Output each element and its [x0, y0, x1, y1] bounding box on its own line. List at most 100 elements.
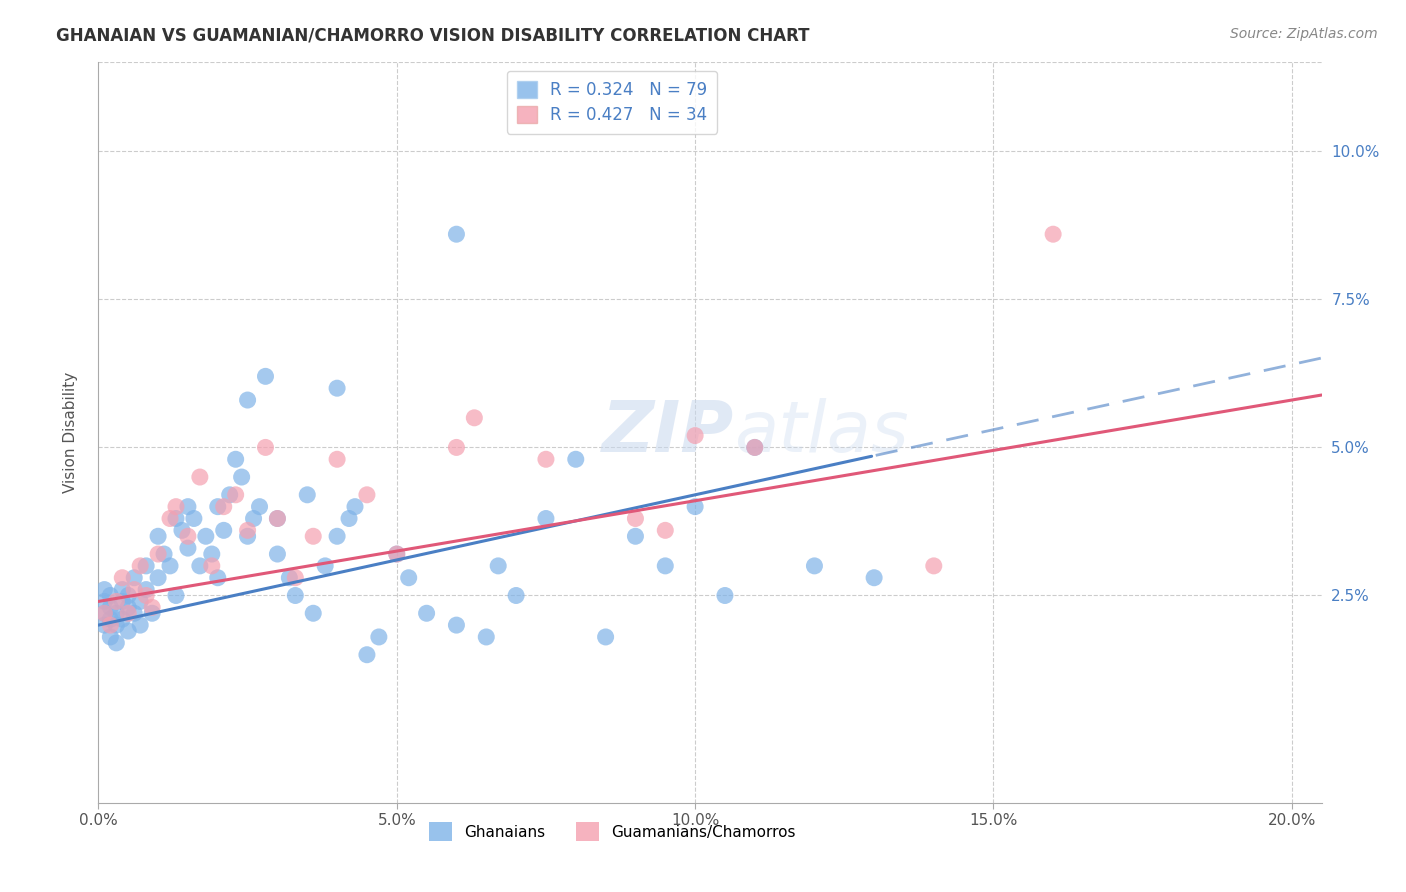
Point [326, 529, 349, 543]
Point [201, 547, 224, 561]
Point [201, 558, 224, 573]
Point [105, 594, 128, 608]
Point [177, 541, 200, 555]
Point [165, 589, 187, 603]
Point [356, 648, 378, 662]
Point [93, 607, 115, 621]
Point [356, 488, 378, 502]
Point [177, 529, 200, 543]
Point [153, 547, 176, 561]
Point [111, 612, 134, 626]
Point [93, 607, 115, 621]
Point [863, 571, 886, 585]
Point [93, 594, 115, 608]
Point [129, 618, 152, 632]
Point [98, 589, 121, 603]
Point [225, 452, 247, 467]
Point [207, 500, 229, 514]
Point [326, 381, 349, 395]
Point [105, 636, 128, 650]
Point [446, 618, 468, 632]
Point [111, 594, 134, 608]
Point [463, 410, 485, 425]
Point [129, 594, 152, 608]
Text: GHANAIAN VS GUAMANIAN/CHAMORRO VISION DISABILITY CORRELATION CHART: GHANAIAN VS GUAMANIAN/CHAMORRO VISION DI… [56, 27, 810, 45]
Point [105, 607, 128, 621]
Point [534, 452, 557, 467]
Point [683, 500, 706, 514]
Point [415, 607, 437, 621]
Point [302, 529, 325, 543]
Point [141, 607, 163, 621]
Point [385, 547, 408, 561]
Point [236, 529, 259, 543]
Point [714, 589, 737, 603]
Point [254, 369, 277, 384]
Point [326, 452, 349, 467]
Point [170, 524, 193, 538]
Point [212, 524, 235, 538]
Point [93, 582, 115, 597]
Point [254, 441, 277, 455]
Point [242, 511, 264, 525]
Point [98, 618, 121, 632]
Point [117, 589, 139, 603]
Point [624, 529, 647, 543]
Point [194, 529, 217, 543]
Point [135, 589, 157, 603]
Point [297, 488, 319, 502]
Point [236, 392, 259, 407]
Point [225, 488, 247, 502]
Point [744, 441, 766, 455]
Point [236, 524, 259, 538]
Point [165, 511, 187, 525]
Point [475, 630, 498, 644]
Point [98, 612, 121, 626]
Point [683, 428, 706, 442]
Point [188, 558, 211, 573]
Point [231, 470, 253, 484]
Point [98, 600, 121, 615]
Point [135, 558, 157, 573]
Point [284, 571, 307, 585]
Point [803, 558, 825, 573]
Point [129, 558, 152, 573]
Point [188, 470, 211, 484]
Text: Source: ZipAtlas.com: Source: ZipAtlas.com [1230, 27, 1378, 41]
Point [117, 624, 139, 638]
Point [117, 600, 139, 615]
Point [446, 441, 468, 455]
Point [1042, 227, 1064, 242]
Point [486, 558, 509, 573]
Point [122, 607, 145, 621]
Point [218, 488, 240, 502]
Point [146, 529, 169, 543]
Point [505, 589, 527, 603]
Point [207, 571, 229, 585]
Point [159, 511, 181, 525]
Point [446, 227, 468, 242]
Legend: Ghanaians, Guamanians/Chamorros: Ghanaians, Guamanians/Chamorros [423, 816, 801, 847]
Point [266, 511, 288, 525]
Point [249, 500, 271, 514]
Point [111, 582, 134, 597]
Point [278, 571, 301, 585]
Point [122, 571, 145, 585]
Point [744, 441, 766, 455]
Point [93, 618, 115, 632]
Point [146, 547, 169, 561]
Point [343, 500, 366, 514]
Point [135, 582, 157, 597]
Point [284, 589, 307, 603]
Point [302, 607, 325, 621]
Point [266, 511, 288, 525]
Point [337, 511, 360, 525]
Point [595, 630, 617, 644]
Point [105, 618, 128, 632]
Point [367, 630, 389, 644]
Point [146, 571, 169, 585]
Point [624, 511, 647, 525]
Point [159, 558, 181, 573]
Point [183, 511, 205, 525]
Point [177, 500, 200, 514]
